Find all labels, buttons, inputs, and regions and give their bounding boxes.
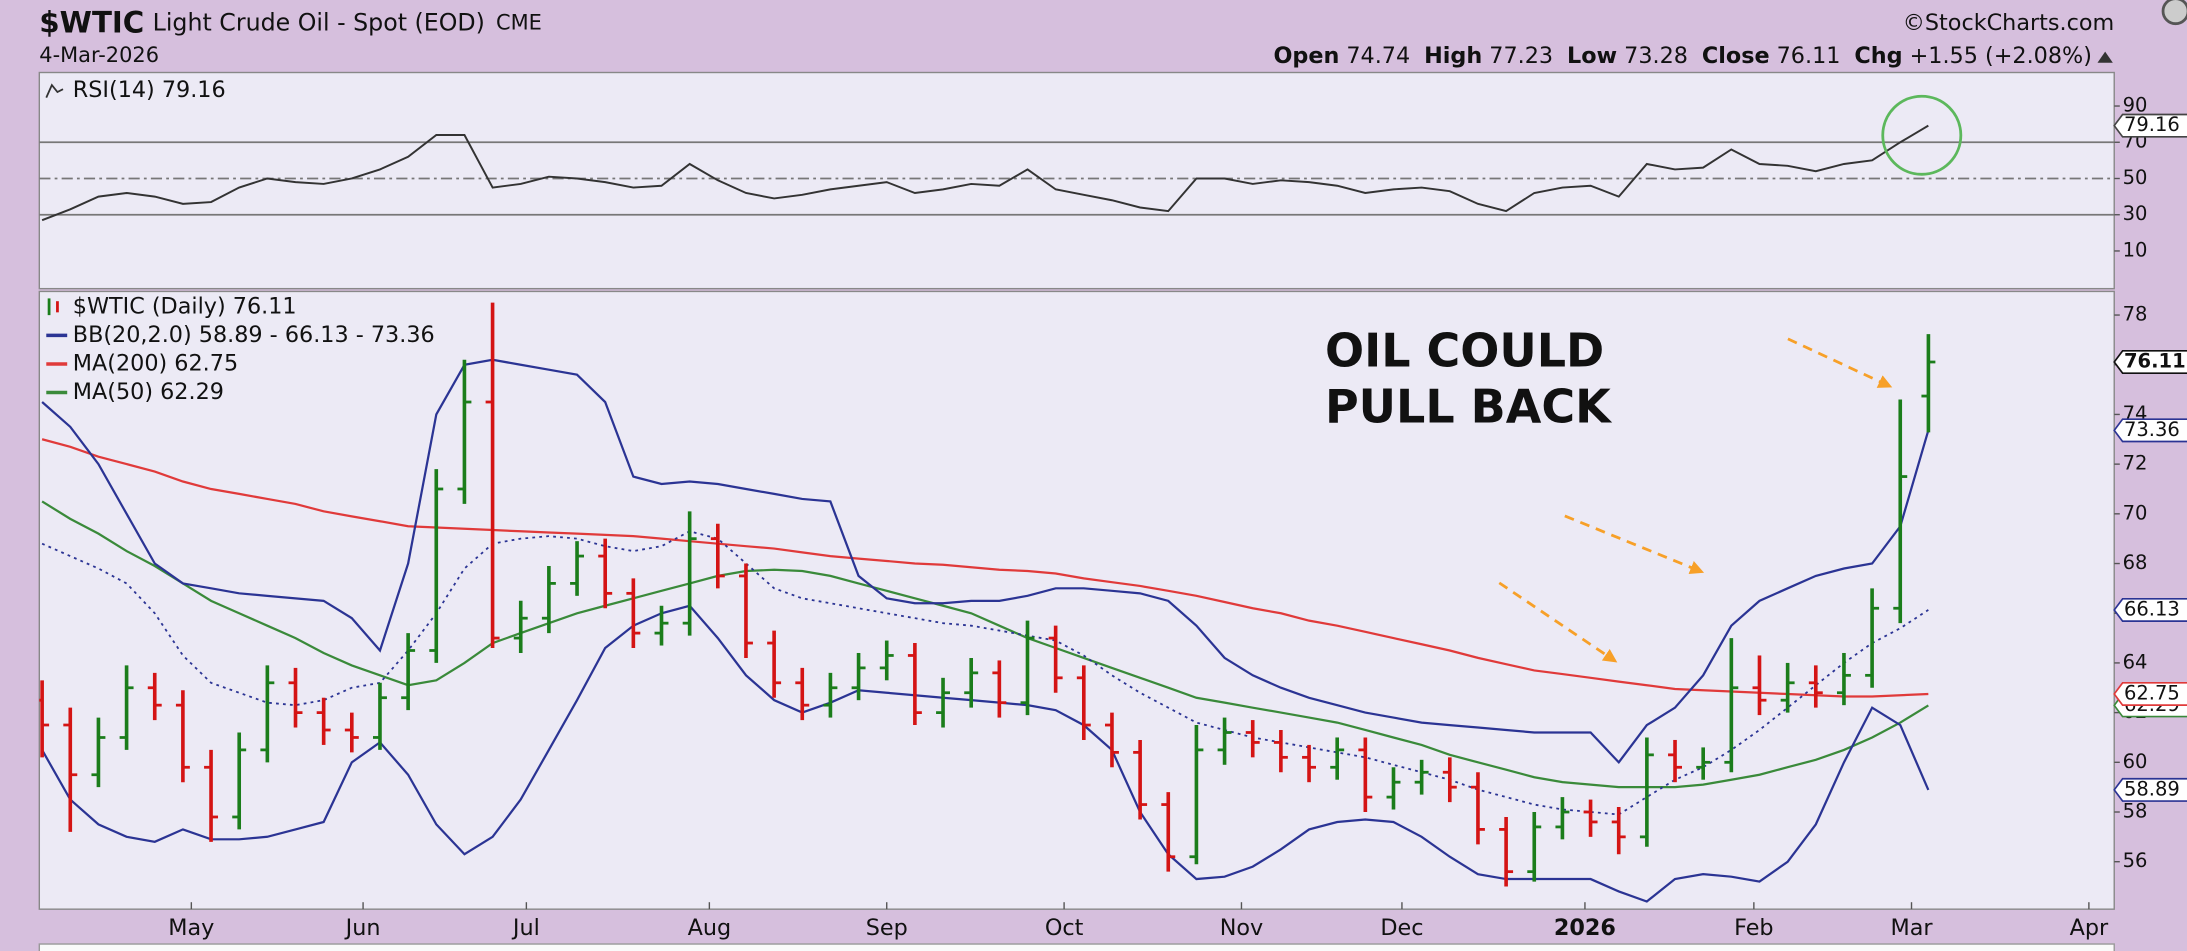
value-flag — [2113, 113, 2187, 138]
arrow — [1564, 514, 1705, 574]
quote-label: Close — [1702, 42, 1770, 68]
corner-icon — [2161, 0, 2187, 26]
y-tick-label: 10 — [2123, 238, 2148, 261]
annotation: OIL COULD — [1325, 324, 1604, 378]
quote-value: +1.55 (+2.08%) — [1910, 42, 2092, 68]
date: 4-Mar-2026 — [39, 43, 159, 67]
x-tick-label: Mar — [1890, 915, 1933, 941]
legend-label: BB(20,2.0) 58.89 - 66.13 - 73.36 — [73, 322, 435, 348]
legend-label: $WTIC (Daily) 76.11 — [73, 293, 297, 319]
instrument-name: Light Crude Oil - Spot (EOD) — [153, 8, 485, 36]
bollinger-lower — [41, 604, 1930, 903]
price-panel — [38, 290, 2115, 910]
quote-label: Open — [1273, 42, 1339, 68]
value-flag-label: 76.11 — [2124, 350, 2186, 373]
bollinger-middle — [41, 530, 1929, 816]
y-tick-label: 72 — [2123, 452, 2148, 475]
value-flag — [2113, 777, 2187, 802]
legend-label: RSI(14) 79.16 — [73, 77, 226, 103]
source: ©StockCharts.com — [1903, 10, 2115, 36]
y-tick-label: 70 — [2123, 501, 2148, 524]
y-tick-label: 56 — [2123, 849, 2148, 872]
quote-value: 73.28 — [1624, 42, 1688, 68]
quote-label: Chg — [1854, 42, 1902, 68]
value-flag — [2113, 681, 2187, 706]
x-tick-label: Feb — [1734, 915, 1773, 941]
quote-value: 74.74 — [1346, 42, 1410, 68]
x-tick-label: Nov — [1220, 915, 1264, 941]
arrow — [1498, 581, 1618, 663]
y-tick-label: 90 — [2123, 94, 2148, 117]
quote-value: 77.23 — [1489, 42, 1553, 68]
value-flag-label: 66.13 — [2124, 597, 2180, 620]
x-tick-label: Sep — [866, 915, 908, 941]
y-tick-label: 60 — [2123, 750, 2148, 773]
x-tick-label: Dec — [1380, 915, 1423, 941]
y-tick-label: 64 — [2123, 650, 2148, 673]
y-tick-label: 68 — [2123, 551, 2148, 574]
y-tick-label: 50 — [2123, 166, 2148, 189]
legend-icon — [45, 83, 64, 98]
y-tick-label: 30 — [2123, 202, 2148, 225]
value-flag — [2113, 350, 2187, 374]
quote-value: 76.11 — [1777, 42, 1841, 68]
quote-label: High — [1424, 42, 1482, 68]
x-tick-label: Aug — [688, 915, 732, 941]
plot-area — [41, 124, 1929, 222]
quote-label: Low — [1567, 42, 1617, 68]
x-tick-label: May — [168, 915, 214, 941]
exchange: CME — [496, 11, 542, 35]
x-tick-label: Jul — [511, 915, 540, 941]
plot-area — [39, 302, 1936, 903]
x-tick-label: Apr — [2070, 915, 2109, 941]
quote-arrow — [2097, 51, 2113, 63]
annotation: PULL BACK — [1325, 379, 1613, 433]
highlight-circle — [1881, 94, 1963, 176]
x-tick-label: Jun — [344, 915, 381, 941]
value-flag-label: 62.75 — [2124, 681, 2180, 704]
y-tick-label: 78 — [2123, 303, 2148, 326]
y-tick-label: 58 — [2123, 800, 2148, 823]
rsi-line — [41, 124, 1929, 222]
bollinger-upper — [41, 358, 1930, 765]
moving-average — [41, 500, 1929, 789]
value-flag-label: 79.16 — [2124, 113, 2180, 136]
quote-row: Open 74.74 High 77.23 Low 73.28 Close 76.11 Chg +… — [1273, 42, 2091, 68]
legend-label: MA(50) 62.29 — [73, 379, 224, 405]
scroll-strip — [38, 943, 2115, 951]
legend-label: MA(200) 62.75 — [73, 350, 238, 376]
x-tick-label: 2026 — [1554, 915, 1616, 941]
value-flag-label: 58.89 — [2124, 777, 2180, 800]
x-tick-label: Oct — [1045, 915, 1084, 941]
value-flag — [2113, 418, 2187, 443]
symbol: $WTIC — [39, 5, 144, 39]
value-flag — [2113, 598, 2187, 622]
value-flag-label: 73.36 — [2124, 418, 2180, 441]
moving-average — [41, 438, 1929, 698]
rsi-panel — [38, 71, 2115, 290]
arrow — [1787, 337, 1893, 388]
title: $WTIC Light Crude Oil - Spot (EOD) CME — [39, 5, 542, 39]
